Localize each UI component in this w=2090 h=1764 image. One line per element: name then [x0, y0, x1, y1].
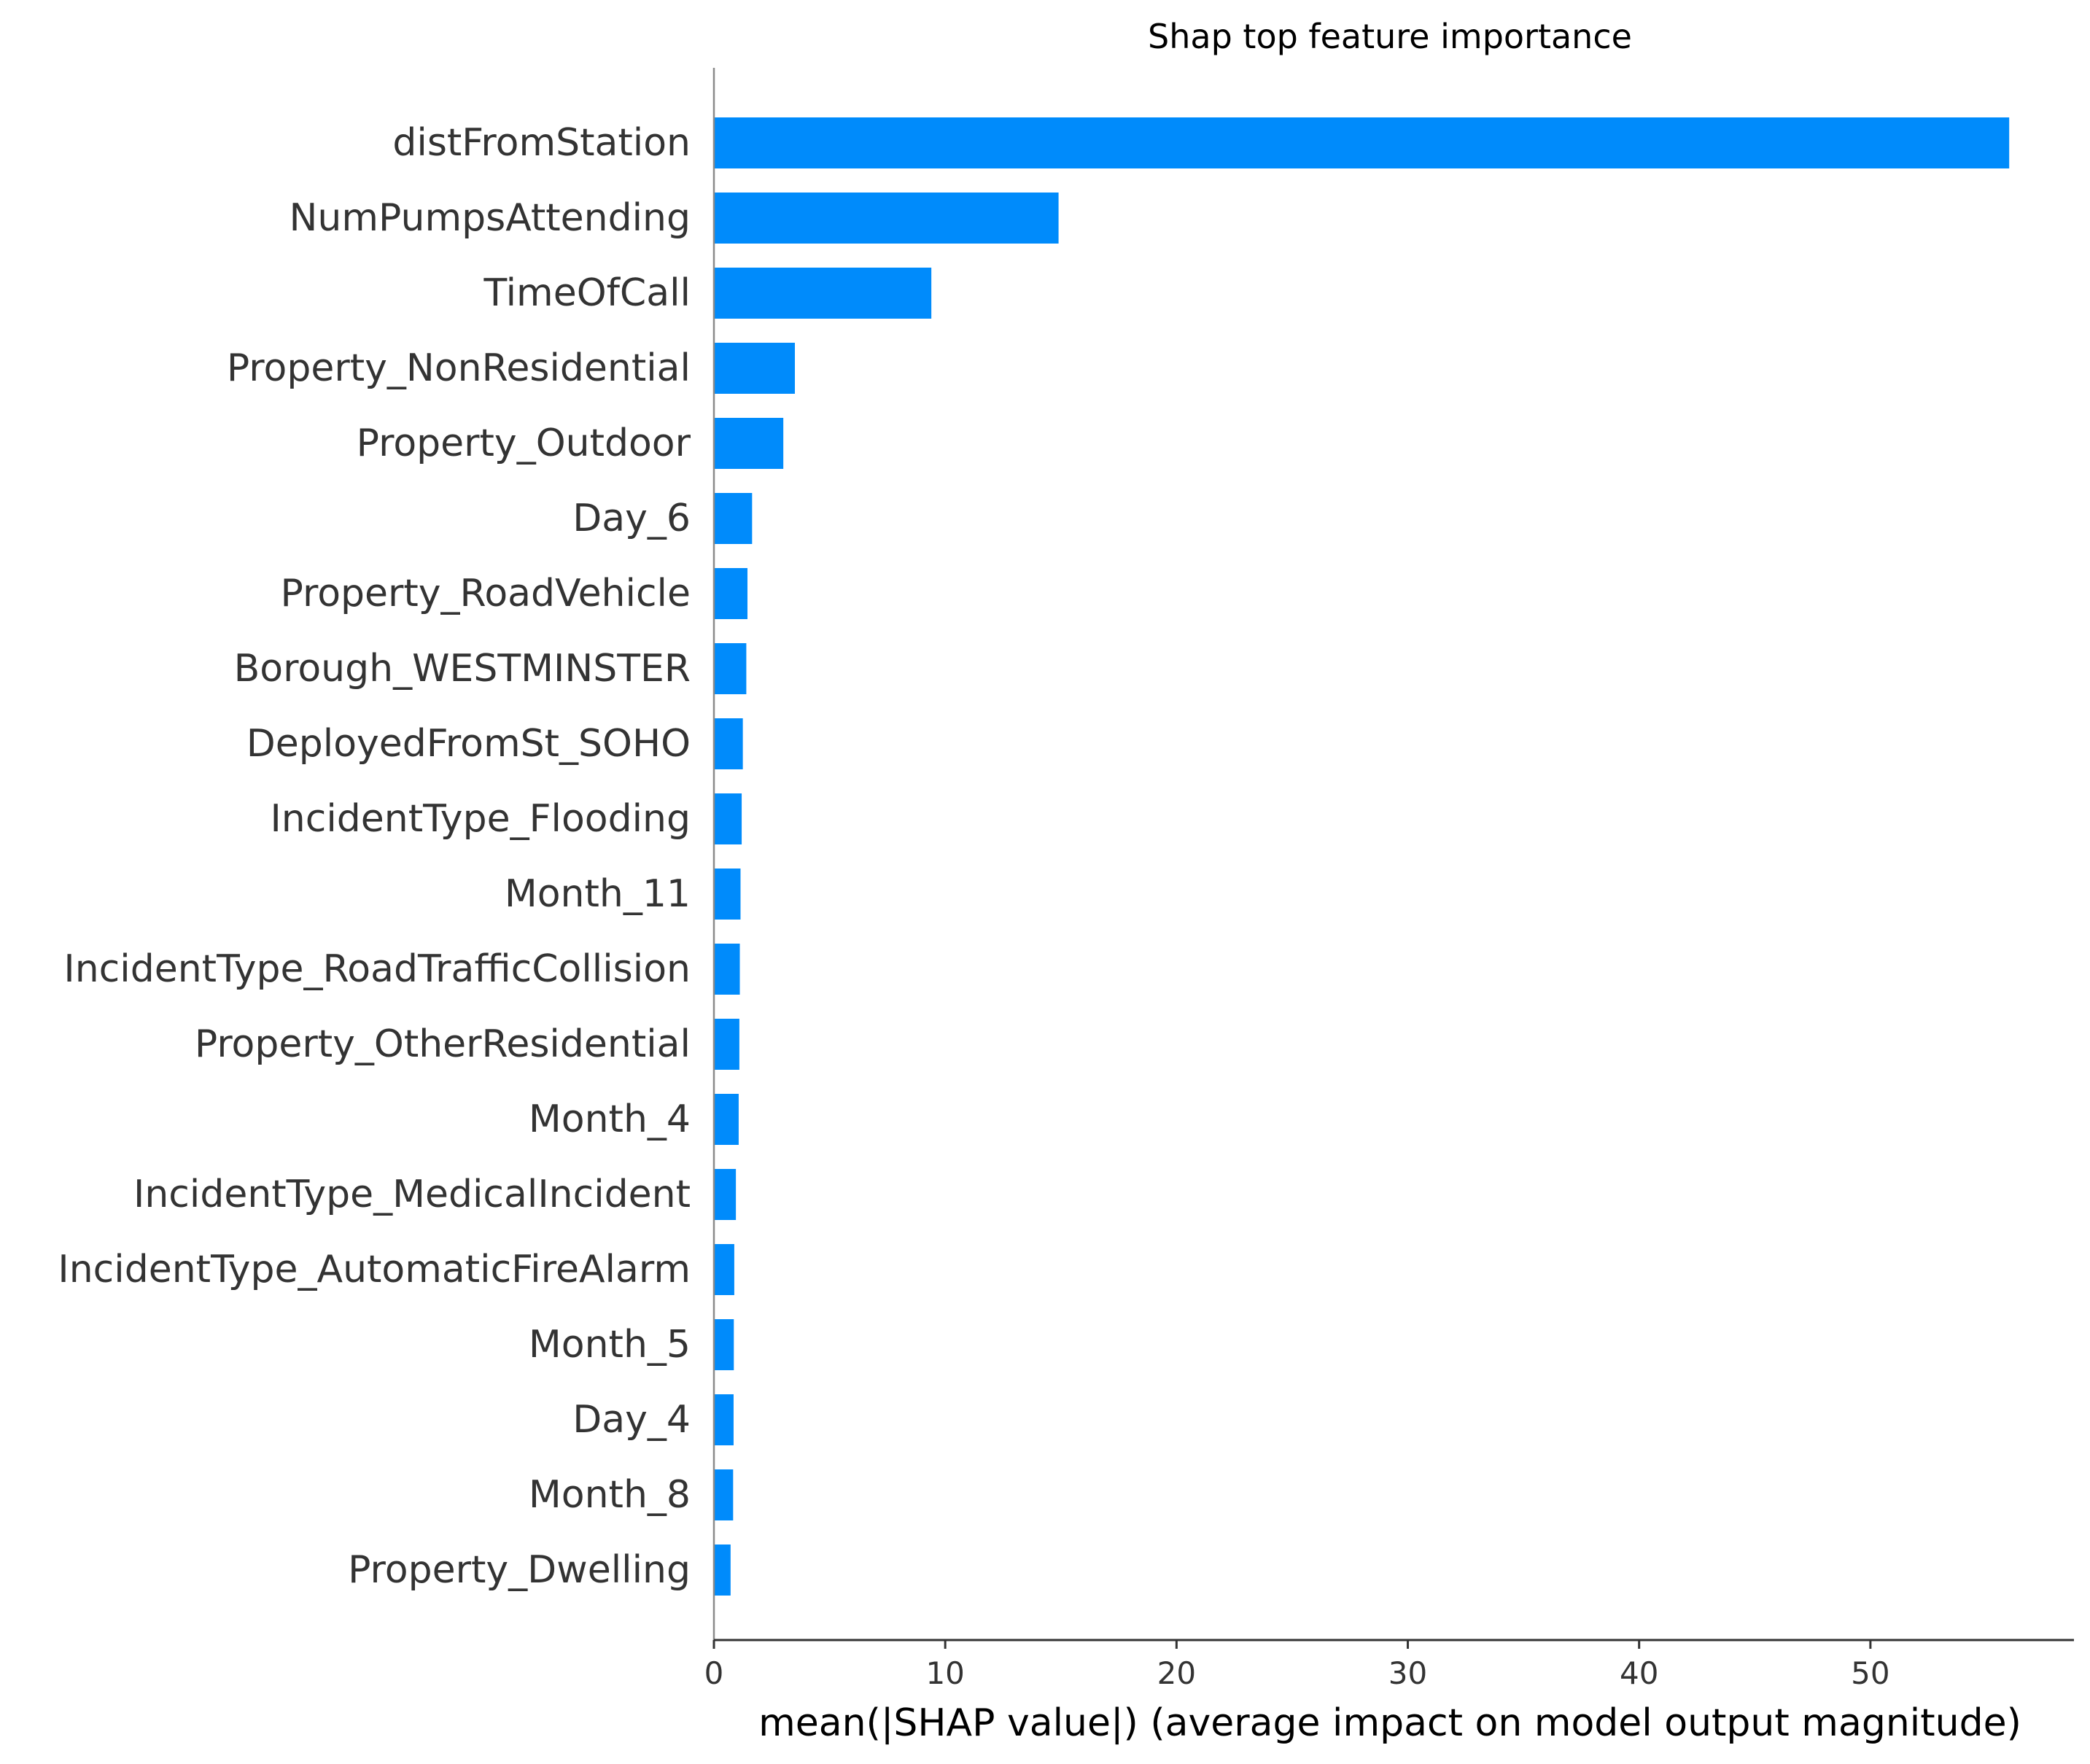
bar-Property_NonResidential — [714, 343, 796, 394]
bar-Month_5 — [714, 1319, 734, 1370]
y-tick-label: distFromStation — [392, 121, 691, 165]
y-tick-label: Day_6 — [572, 497, 691, 540]
bar-IncidentType_MedicalIncident — [714, 1169, 737, 1220]
y-tick-label: Borough_WESTMINSTER — [234, 647, 691, 691]
y-tick-label: NumPumpsAttending — [290, 196, 691, 240]
y-tick-labels: distFromStation NumPumpsAttending TimeOfCa… — [58, 121, 691, 1592]
bar-IncidentType_RoadTrafficCollision — [714, 944, 740, 995]
y-tick-label: Property_Dwelling — [348, 1548, 691, 1592]
bar-Borough_WESTMINSTER — [714, 643, 747, 694]
y-tick-label: Property_Outdoor — [357, 421, 691, 465]
y-tick-label: Month_4 — [529, 1097, 691, 1141]
bar-Month_8 — [714, 1469, 734, 1520]
bar-Day_4 — [714, 1394, 734, 1445]
bar-Property_RoadVehicle — [714, 568, 747, 619]
bar-Property_Dwelling — [714, 1545, 731, 1596]
x-tick-label: 40 — [1620, 1655, 1658, 1691]
chart-title: Shap top feature importance — [1148, 17, 1632, 56]
bar-Month_4 — [714, 1094, 739, 1145]
bar-TimeOfCall — [714, 268, 932, 319]
x-tick-label: 0 — [704, 1655, 724, 1691]
y-tick-label: IncidentType_RoadTrafficCollision — [63, 947, 691, 991]
x-tick-label: 50 — [1851, 1655, 1889, 1691]
bar-Month_11 — [714, 869, 741, 920]
bar-DeployedFromSt_SOHO — [714, 718, 743, 769]
y-tick-label: Day_4 — [572, 1398, 691, 1442]
x-axis-label: mean(|SHAP value|) (average impact on mo… — [758, 1701, 2021, 1745]
y-tick-label: DeployedFromSt_SOHO — [246, 722, 691, 766]
x-tick-label: 30 — [1388, 1655, 1427, 1691]
bar-Property_OtherResidential — [714, 1019, 739, 1070]
x-ticks: 0 10 20 30 40 50 — [704, 1640, 1890, 1691]
bar-distFromStation — [714, 117, 2010, 168]
y-tick-label: Month_8 — [529, 1473, 691, 1517]
bar-NumPumpsAttending — [714, 193, 1059, 244]
bar-Day_6 — [714, 493, 753, 544]
y-tick-label: Property_OtherResidential — [195, 1022, 691, 1066]
y-tick-label: IncidentType_Flooding — [270, 797, 691, 841]
bar-IncidentType_Flooding — [714, 793, 742, 844]
y-tick-label: TimeOfCall — [483, 271, 691, 315]
bars-group — [714, 117, 2010, 1596]
x-tick-label: 20 — [1157, 1655, 1196, 1691]
bar-IncidentType_AutomaticFireAlarm — [714, 1244, 734, 1295]
bar-Property_Outdoor — [714, 418, 784, 469]
y-tick-label: IncidentType_MedicalIncident — [133, 1173, 691, 1216]
y-tick-label: Property_NonResidential — [227, 346, 691, 390]
y-tick-label: Month_11 — [505, 872, 691, 916]
x-tick-label: 10 — [925, 1655, 964, 1691]
y-tick-label: Month_5 — [529, 1323, 691, 1367]
y-tick-label: IncidentType_AutomaticFireAlarm — [58, 1248, 691, 1291]
y-tick-label: Property_RoadVehicle — [281, 572, 691, 615]
